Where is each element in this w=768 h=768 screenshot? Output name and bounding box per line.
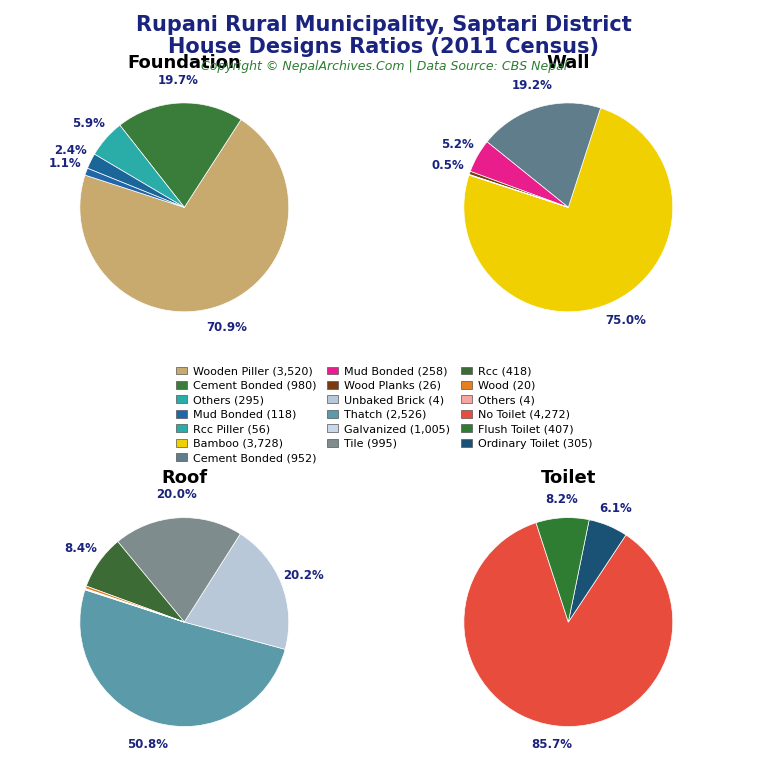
Legend: Wooden Piller (3,520), Cement Bonded (980), Others (295), Mud Bonded (118), Rcc : Wooden Piller (3,520), Cement Bonded (98…	[176, 366, 592, 463]
Wedge shape	[80, 120, 289, 312]
Wedge shape	[464, 108, 673, 312]
Text: 70.9%: 70.9%	[207, 321, 247, 334]
Text: 20.2%: 20.2%	[283, 569, 323, 582]
Wedge shape	[470, 142, 568, 207]
Title: Foundation: Foundation	[127, 55, 241, 72]
Text: Copyright © NepalArchives.Com | Data Source: CBS Nepal: Copyright © NepalArchives.Com | Data Sou…	[201, 60, 567, 73]
Text: 2.4%: 2.4%	[54, 144, 87, 157]
Text: 75.0%: 75.0%	[606, 314, 647, 327]
Wedge shape	[85, 588, 184, 622]
Text: 19.2%: 19.2%	[511, 78, 552, 91]
Wedge shape	[536, 518, 589, 622]
Wedge shape	[184, 534, 289, 649]
Text: 5.9%: 5.9%	[72, 117, 105, 130]
Title: Toilet: Toilet	[541, 469, 596, 487]
Text: 50.8%: 50.8%	[127, 738, 168, 751]
Text: 19.7%: 19.7%	[158, 74, 199, 87]
Text: 20.0%: 20.0%	[156, 488, 197, 502]
Title: Roof: Roof	[161, 469, 207, 487]
Wedge shape	[85, 586, 184, 622]
Wedge shape	[568, 520, 626, 622]
Text: 1.1%: 1.1%	[48, 157, 81, 170]
Wedge shape	[85, 589, 184, 622]
Wedge shape	[118, 518, 240, 622]
Wedge shape	[88, 154, 184, 207]
Wedge shape	[487, 103, 601, 207]
Wedge shape	[85, 168, 184, 207]
Wedge shape	[469, 174, 568, 207]
Text: 8.2%: 8.2%	[545, 492, 578, 505]
Text: 5.2%: 5.2%	[441, 138, 474, 151]
Title: Wall: Wall	[547, 55, 590, 72]
Wedge shape	[469, 171, 568, 207]
Wedge shape	[464, 523, 673, 727]
Wedge shape	[86, 541, 184, 622]
Text: House Designs Ratios (2011 Census): House Designs Ratios (2011 Census)	[168, 37, 600, 57]
Text: 0.5%: 0.5%	[432, 159, 465, 172]
Text: Rupani Rural Municipality, Saptari District: Rupani Rural Municipality, Saptari Distr…	[136, 15, 632, 35]
Text: 8.4%: 8.4%	[64, 542, 97, 555]
Text: 85.7%: 85.7%	[531, 738, 572, 750]
Wedge shape	[120, 103, 241, 207]
Wedge shape	[80, 590, 285, 727]
Text: 6.1%: 6.1%	[599, 502, 632, 515]
Wedge shape	[94, 125, 184, 207]
